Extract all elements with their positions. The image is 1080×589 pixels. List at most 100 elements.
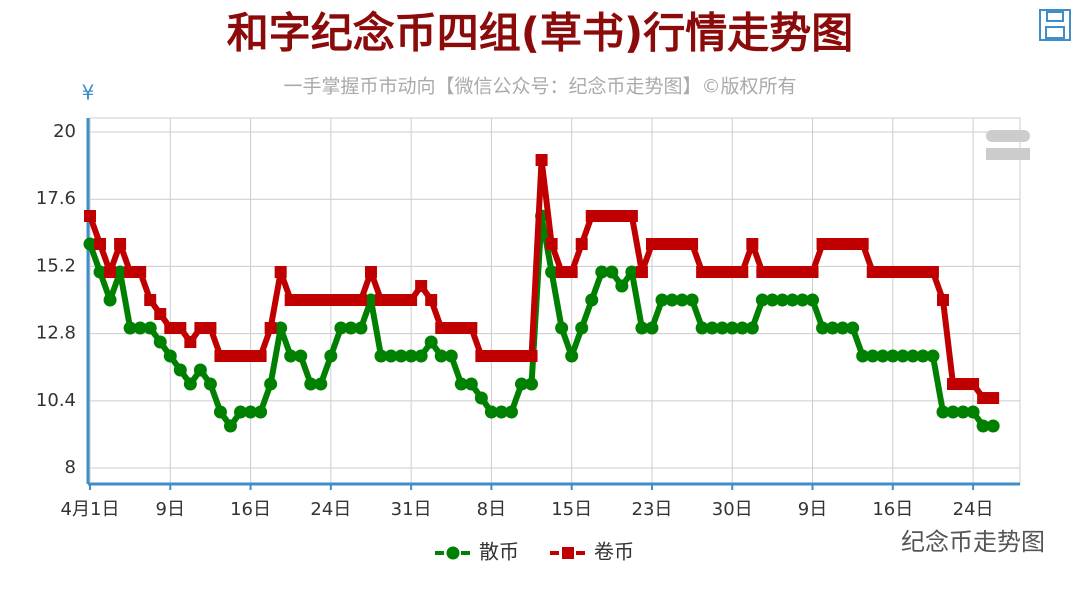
data-point	[385, 294, 398, 307]
data-point	[83, 237, 97, 251]
data-point	[575, 321, 589, 335]
data-point	[645, 238, 658, 251]
data-point	[234, 350, 247, 363]
chart-subtitle: 一手掌握币市动向【微信公众号：纪念币走势图】©版权所有	[283, 75, 796, 98]
data-point	[785, 293, 799, 307]
data-point	[324, 349, 338, 363]
data-point	[474, 391, 488, 405]
data-point	[425, 294, 438, 307]
data-point	[414, 349, 428, 363]
data-point	[806, 293, 820, 307]
data-point	[224, 350, 237, 363]
data-point	[144, 294, 157, 307]
data-point	[404, 349, 418, 363]
x-tick-label: 30日	[712, 499, 753, 520]
data-point	[625, 265, 639, 279]
x-tick-label: 8日	[477, 499, 506, 520]
data-point	[535, 154, 548, 167]
y-tick-label: 8	[65, 457, 76, 478]
data-point	[485, 350, 498, 363]
data-point	[184, 336, 197, 349]
data-point	[675, 293, 689, 307]
y-tick-label: 20	[53, 121, 76, 142]
data-point	[274, 321, 288, 335]
data-point	[986, 419, 1000, 433]
data-point	[545, 238, 558, 251]
toolbar-icon[interactable]	[986, 130, 1030, 160]
data-point	[655, 293, 669, 307]
data-point	[685, 293, 699, 307]
data-point	[856, 238, 869, 251]
data-point	[465, 322, 478, 335]
data-point	[395, 294, 408, 307]
data-point	[314, 294, 327, 307]
data-point	[555, 321, 569, 335]
data-point	[936, 405, 950, 419]
data-point	[505, 350, 518, 363]
data-point	[545, 265, 559, 279]
data-point	[555, 266, 568, 279]
data-point	[666, 238, 679, 251]
data-point	[705, 321, 719, 335]
data-point	[926, 266, 939, 279]
data-point	[796, 266, 809, 279]
x-tick-label: 31日	[391, 499, 432, 520]
data-point	[977, 392, 990, 405]
data-point	[585, 210, 598, 223]
data-point	[454, 377, 468, 391]
data-point	[957, 378, 970, 391]
data-point	[284, 294, 297, 307]
data-point	[896, 349, 910, 363]
data-point	[866, 266, 879, 279]
data-point	[696, 266, 709, 279]
legend-label: 散币	[479, 540, 519, 564]
data-point	[244, 350, 257, 363]
data-point	[174, 322, 187, 335]
data-point	[756, 266, 769, 279]
data-point	[836, 238, 849, 251]
data-point	[193, 363, 207, 377]
data-point	[475, 350, 488, 363]
data-point	[786, 266, 799, 279]
data-point	[956, 405, 970, 419]
y-tick-label: 12.8	[36, 323, 76, 344]
data-point	[615, 279, 629, 293]
data-point	[114, 238, 127, 251]
data-point	[676, 238, 689, 251]
data-point	[936, 294, 949, 307]
data-point	[324, 294, 337, 307]
data-point	[856, 349, 870, 363]
data-point	[896, 266, 909, 279]
series-line	[87, 157, 994, 402]
save-icon[interactable]	[1039, 9, 1071, 41]
data-point	[84, 210, 96, 223]
data-point	[194, 322, 207, 335]
data-point	[495, 350, 508, 363]
data-point	[595, 265, 609, 279]
data-point	[415, 280, 428, 293]
data-point	[575, 238, 588, 251]
data-point	[665, 293, 679, 307]
x-tick-label: 24日	[953, 499, 994, 520]
data-point	[394, 349, 408, 363]
data-point	[695, 321, 709, 335]
data-point	[605, 210, 618, 223]
data-point	[876, 349, 890, 363]
data-point	[736, 266, 749, 279]
data-point	[686, 238, 699, 251]
data-point	[203, 377, 217, 391]
data-point	[445, 322, 458, 335]
data-point	[565, 266, 578, 279]
y-tick-label: 17.6	[36, 188, 76, 209]
x-tick-label: 9日	[156, 499, 185, 520]
data-point	[294, 349, 308, 363]
data-point	[806, 266, 819, 279]
data-point	[375, 294, 388, 307]
data-point	[254, 350, 267, 363]
data-point	[976, 419, 990, 433]
data-point	[104, 266, 117, 279]
x-tick-label: 16日	[230, 499, 271, 520]
data-point	[354, 321, 368, 335]
data-point	[706, 266, 719, 279]
